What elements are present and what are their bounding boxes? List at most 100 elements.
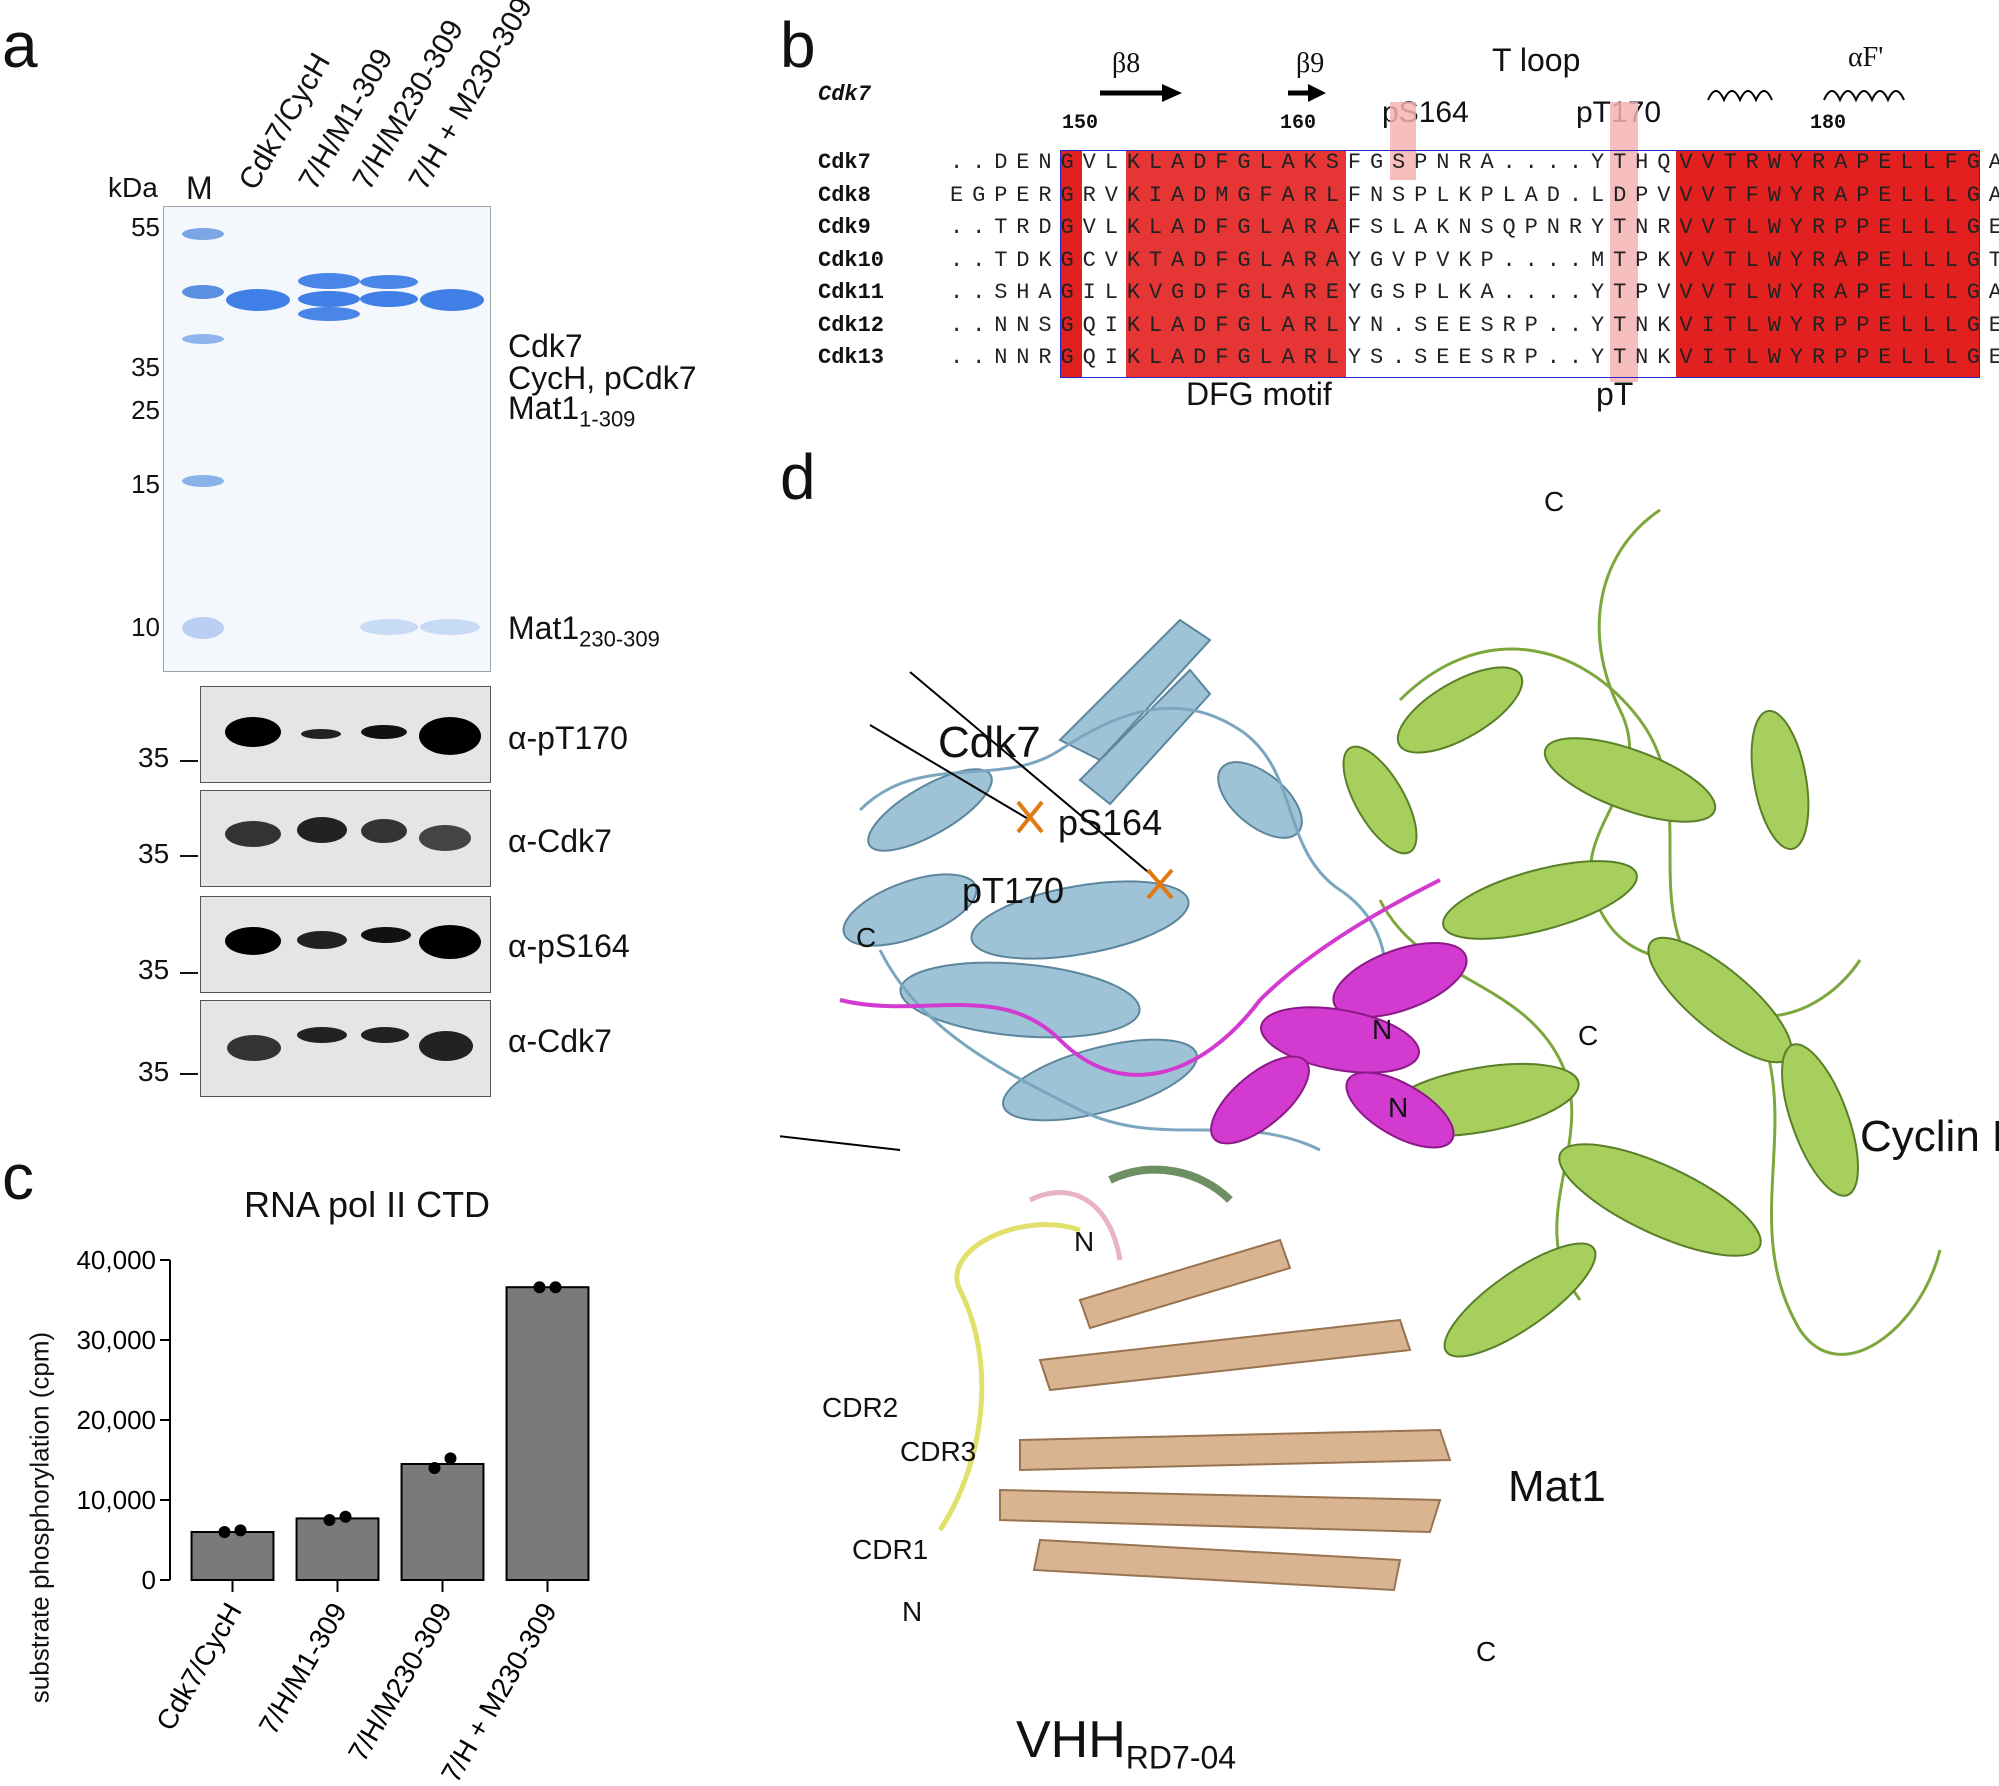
band-label-mat1-long: Mat11-309 [508,390,636,432]
x-tick-label: 7/H/M230-309 [342,1598,458,1767]
mw-tick-25: 25 [131,395,160,425]
x-tick-label: 7/H/M1-309 [253,1598,353,1740]
blot-label-1: α-pT170 [508,720,628,756]
cdk7-c-terminus: C [856,922,877,953]
cdr1-label: CDR1 [852,1534,929,1565]
blot-label-4: α-Cdk7 [508,1023,612,1059]
chart-title: RNA pol II CTD [244,1184,491,1225]
panel-b-letter: b [780,9,816,81]
replicate-point [444,1452,457,1465]
alignment-row-name: Cdk9 [818,215,871,240]
cdr2-label: CDR2 [822,1392,899,1423]
mw-tick-55: 55 [131,212,160,242]
blot-label-3: α-pS164 [508,928,630,964]
conserved-block [1126,150,1346,378]
mw-tick-10: 10 [131,612,160,642]
chart-ylabel: substrate phosphorylation (cpm) [24,1331,55,1704]
cdr3-label: CDR3 [900,1436,977,1467]
alignment-row-name: Cdk7 [818,150,871,175]
blot-label-2: α-Cdk7 [508,823,612,859]
alignment-row-name: Cdk10 [818,247,885,273]
replicate-point [339,1510,352,1523]
blot-mw-3: 35 [138,954,170,985]
alignment-row-sequence: EGPERGRVKIADMGFARLFNSPLKPLAD.LDPVVVTFWYR… [950,182,1999,208]
mat1-n-terminus: N [1074,1226,1095,1257]
blot-mw-4: 35 [138,1056,170,1087]
x-tick-label: 7/H + M230-309 [435,1598,563,1781]
alignment-row-name: Cdk8 [818,182,871,208]
lane2-band-cdk7 [298,273,360,289]
marker-band [182,285,224,299]
position-180: 180 [1810,112,1847,135]
band-label-mat1-short: Mat1230-309 [508,610,660,652]
marker-band [182,617,224,639]
ps164-site-label: pS164 [1058,802,1163,843]
vhh-c-terminus: C [1476,1636,1497,1667]
panel-c-letter: c [2,1141,34,1213]
cyclinH-n-terminus: N [1388,1092,1409,1123]
blot-mw-1: 35 [138,742,170,773]
cdk7-chain-label: Cdk7 [938,718,1041,767]
y-tick-label: 30,000 [76,1325,156,1355]
panel-d-letter: d [780,441,816,513]
band-label-cdk7: Cdk7 [508,328,583,364]
alignment-row-sequence: ..NNSGQIKLADFGLARLYN.SEESRP..YTNKVITLWYR… [950,312,1999,338]
conserved-block [1676,150,1980,378]
lane1-band [226,289,290,311]
lane3-band-cych [360,291,418,307]
replicate-point [549,1281,562,1294]
bar [190,1531,275,1581]
replicate-point [428,1462,441,1474]
bar [400,1463,485,1581]
alignment-row-sequence: ..TDKGCVKTADFGLARAYGVPVKP....MTPKVVTLWYR… [950,247,1999,273]
beta8-label: β8 [1112,48,1141,79]
lane3-band-cdk7 [360,275,418,289]
tloop-label: T loop [1492,42,1581,78]
position-160: 160 [1280,112,1317,135]
replicate-point [323,1514,336,1526]
panel-a-letter: a [2,9,38,81]
marker-band [182,228,224,240]
cyclinH-c-terminus: C [1544,486,1565,517]
bar-chart: 0 10,000 20,000 30,000 40,000 Cdk7/CycH 7/H/M1… [76,1245,590,1781]
vhh-chain-label: VHHRD7-04 [1016,1711,1237,1776]
alignment-header-name: Cdk7 [818,82,871,107]
alignment-row-sequence: ..SHAGILKVGDFGLAREYGSPLKA....YTPVVVTLWYR… [950,280,1999,305]
pt170-site-label: pT170 [962,870,1065,911]
bar [505,1286,590,1581]
position-150: 150 [1062,112,1099,135]
beta9-label: β9 [1296,48,1325,79]
marker-label: M [186,170,213,206]
band-label-cych: CycH, pCdk7 [508,360,697,396]
kda-label: kDa [108,172,158,203]
mat1-chain-label: Mat1 [1508,1462,1606,1511]
blot-mw-2: 35 [138,838,170,869]
alignment-row-sequence: ..TRDGVLKLADFGLARAFSLAKNSQPNRYTNRVVTLWYR… [950,215,1999,240]
y-tick-label: 20,000 [76,1405,156,1435]
alignment-row-name: Cdk13 [818,345,885,370]
replicate-point [234,1524,247,1537]
alignment-row-name: Cdk11 [818,280,885,305]
alphaF-label: αF' [1848,42,1884,73]
conserved-block [1060,150,1082,378]
alignment-row-name: Cdk12 [818,312,885,338]
western-blot-1 [200,686,491,783]
cyclinH-chain-label: Cyclin H [1860,1112,1999,1161]
lane4-band-mat1short [420,619,480,635]
alignment-row-sequence: ..DENGVLKLADFGLAKSFGSPNRA....YTHQVVTRWYR… [950,150,1999,175]
western-blot-4 [200,1000,491,1097]
mw-tick-15: 15 [131,469,160,499]
lane2-band-mat1 [298,307,360,321]
lane2-band-cych [298,291,360,307]
replicate-point [218,1526,231,1538]
lane4-band [420,289,484,311]
y-tick-label: 0 [142,1565,156,1595]
mat1-c-terminus: C [1578,1020,1599,1051]
marker-band [182,475,224,487]
vhh-n-terminus: N [902,1596,923,1627]
lane3-band-mat1short [360,619,418,635]
coomassie-gel [163,206,491,672]
pT-label: pT [1596,376,1634,412]
y-tick-label: 40,000 [76,1245,156,1275]
western-blot-3 [200,896,491,993]
